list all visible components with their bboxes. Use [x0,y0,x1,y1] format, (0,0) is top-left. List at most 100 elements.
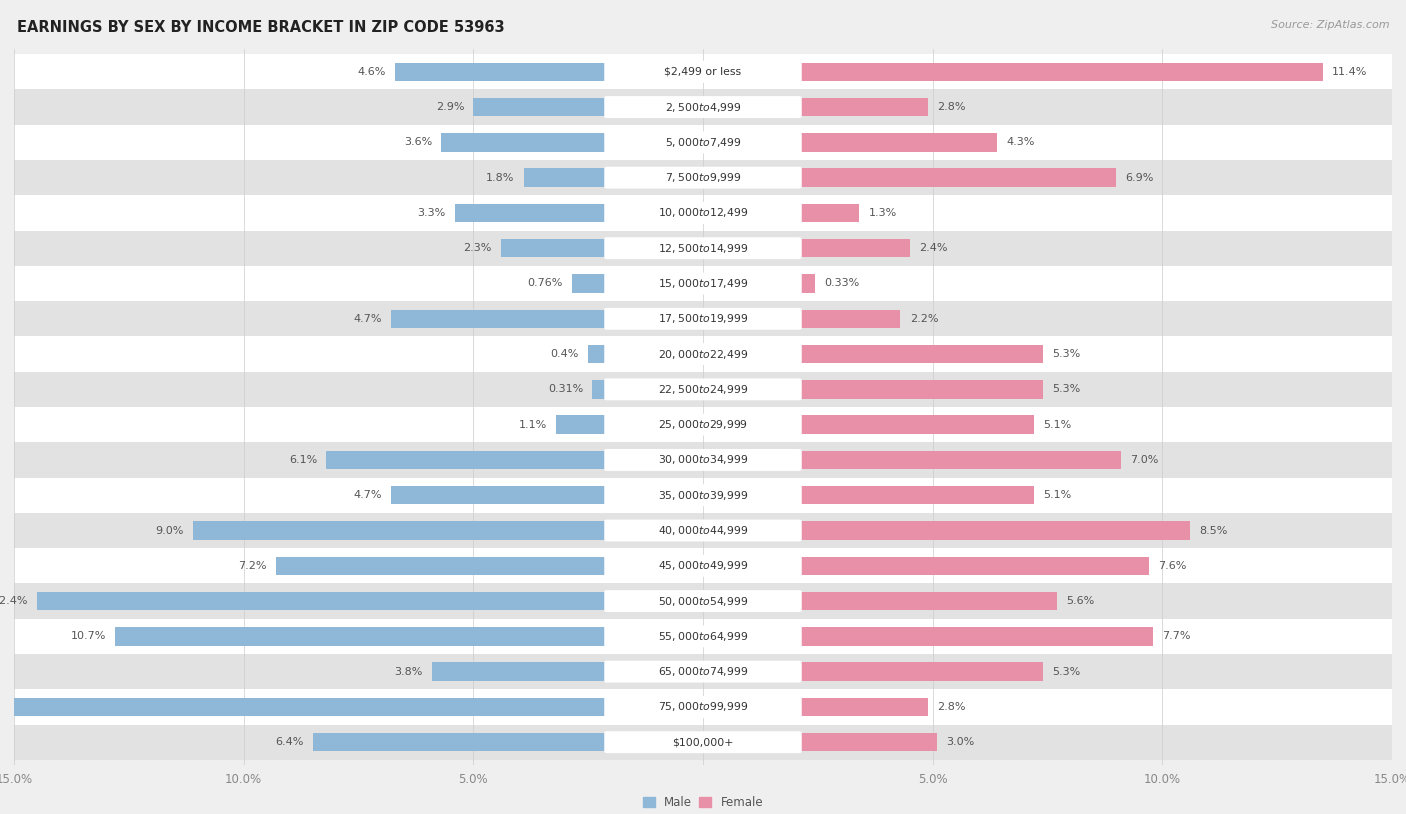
Bar [312,733,606,751]
Bar [800,592,1057,610]
Bar [456,204,606,222]
Text: $35,000 to $39,999: $35,000 to $39,999 [658,488,748,501]
Legend: Male, Female: Male, Female [640,793,766,813]
Text: $65,000 to $74,999: $65,000 to $74,999 [658,665,748,678]
FancyBboxPatch shape [605,61,801,83]
Text: 9.0%: 9.0% [156,526,184,536]
Text: $22,500 to $24,999: $22,500 to $24,999 [658,383,748,396]
Text: $17,500 to $19,999: $17,500 to $19,999 [658,313,748,326]
Text: 0.33%: 0.33% [824,278,859,288]
FancyBboxPatch shape [605,344,801,365]
FancyBboxPatch shape [605,379,801,400]
Bar [800,98,928,116]
Bar [14,195,1392,230]
Bar [800,698,928,716]
Text: 12.4%: 12.4% [0,596,28,606]
Bar [14,407,1392,442]
Bar [115,628,606,646]
Bar [800,486,1033,505]
Text: $75,000 to $99,999: $75,000 to $99,999 [658,700,748,713]
Bar [572,274,606,293]
Text: $10,000 to $12,499: $10,000 to $12,499 [658,207,748,220]
Text: 6.4%: 6.4% [276,737,304,747]
Bar [14,336,1392,372]
Bar [14,160,1392,195]
FancyBboxPatch shape [605,449,801,470]
Text: 0.31%: 0.31% [548,384,583,394]
FancyBboxPatch shape [605,414,801,435]
Text: 8.5%: 8.5% [1199,526,1227,536]
Text: 7.7%: 7.7% [1163,632,1191,641]
Text: 7.2%: 7.2% [238,561,267,571]
Text: 5.3%: 5.3% [1052,349,1080,359]
Text: 1.8%: 1.8% [486,173,515,182]
Bar [555,415,606,434]
Text: 10.7%: 10.7% [70,632,105,641]
Bar [14,230,1392,266]
Bar [800,380,1043,399]
Text: 7.0%: 7.0% [1130,455,1159,465]
Bar [326,451,606,469]
FancyBboxPatch shape [605,731,801,753]
Text: 4.6%: 4.6% [357,67,387,77]
Bar [14,689,1392,724]
Text: EARNINGS BY SEX BY INCOME BRACKET IN ZIP CODE 53963: EARNINGS BY SEX BY INCOME BRACKET IN ZIP… [17,20,505,35]
Bar [800,239,910,257]
FancyBboxPatch shape [605,202,801,224]
Text: $2,499 or less: $2,499 or less [665,67,741,77]
Bar [800,274,814,293]
Bar [432,663,606,681]
Bar [800,204,859,222]
Bar [193,521,606,540]
Bar [14,584,1392,619]
Bar [14,513,1392,548]
Text: 5.1%: 5.1% [1043,420,1071,430]
Bar [395,63,606,81]
Text: 1.3%: 1.3% [869,208,897,218]
FancyBboxPatch shape [605,237,801,259]
Bar [391,486,606,505]
Bar [800,557,1149,575]
Bar [14,301,1392,336]
Bar [800,309,900,328]
Bar [14,266,1392,301]
Text: 7.6%: 7.6% [1157,561,1187,571]
Text: 2.3%: 2.3% [464,243,492,253]
Text: 5.1%: 5.1% [1043,490,1071,501]
Text: 3.6%: 3.6% [404,138,432,147]
Bar [588,345,606,363]
Text: $30,000 to $34,999: $30,000 to $34,999 [658,453,748,466]
Bar [14,125,1392,160]
Bar [14,724,1392,759]
Text: Source: ZipAtlas.com: Source: ZipAtlas.com [1271,20,1389,30]
Text: 2.8%: 2.8% [938,102,966,112]
Text: 11.4%: 11.4% [1333,67,1368,77]
Bar [0,698,606,716]
Bar [800,451,1121,469]
FancyBboxPatch shape [605,590,801,612]
Text: 5.3%: 5.3% [1052,384,1080,394]
Bar [14,442,1392,478]
FancyBboxPatch shape [605,625,801,647]
Text: 3.8%: 3.8% [395,667,423,676]
FancyBboxPatch shape [605,696,801,718]
Text: $20,000 to $22,499: $20,000 to $22,499 [658,348,748,361]
Text: 5.3%: 5.3% [1052,667,1080,676]
Text: 4.7%: 4.7% [353,490,381,501]
FancyBboxPatch shape [605,555,801,577]
Text: $45,000 to $49,999: $45,000 to $49,999 [658,559,748,572]
Text: $55,000 to $64,999: $55,000 to $64,999 [658,630,748,643]
Bar [800,521,1189,540]
Bar [14,548,1392,584]
Bar [14,654,1392,689]
FancyBboxPatch shape [605,484,801,506]
Bar [14,478,1392,513]
Bar [14,619,1392,654]
Text: $40,000 to $44,999: $40,000 to $44,999 [658,524,748,537]
Bar [800,63,1323,81]
Text: 2.2%: 2.2% [910,313,938,324]
Bar [276,557,606,575]
Bar [800,415,1033,434]
Bar [391,309,606,328]
Text: 2.4%: 2.4% [920,243,948,253]
